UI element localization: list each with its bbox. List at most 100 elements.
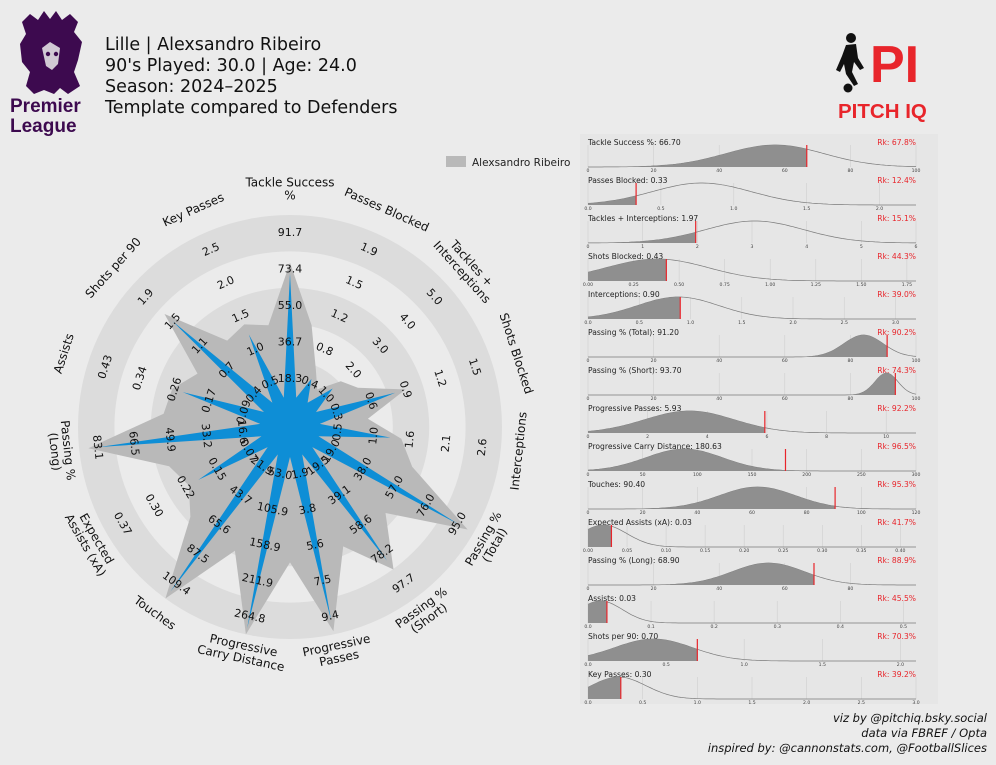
panel-tick-label: 10 [883, 434, 889, 440]
distribution-panel: Touches: 90.40 Rk: 95.3% 0 20 40 60 80 100 120 [587, 480, 921, 516]
panel-rank: Rk: 39.0% [877, 290, 916, 299]
density-fill [588, 563, 814, 585]
density-fill [588, 487, 836, 509]
radar-tick-label: 73.4 [278, 263, 303, 276]
panel-tick-label: 0.05 [622, 548, 632, 554]
panel-tick-label: 0.5 [900, 624, 907, 630]
panel-rank: Rk: 92.2% [877, 404, 916, 413]
panel-title: Shots Blocked: 0.43 [588, 252, 663, 261]
header-template: Template compared to Defenders [105, 98, 398, 118]
panel-tick-label: 0.10 [661, 548, 671, 554]
distribution-panel: Key Passes: 0.30 Rk: 39.2% 0.0 0.5 1.0 1.5 2.0… [584, 670, 919, 704]
panel-tick-label: 100 [912, 168, 921, 174]
brand-mark: PI [870, 36, 919, 94]
panel-tick-label: 0.20 [739, 548, 749, 554]
panel-tick-label: 2.5 [858, 700, 865, 704]
panel-tick-label: 8 [825, 434, 828, 440]
panel-tick-label: 0 [587, 434, 590, 440]
panel-rank: Rk: 15.1% [877, 214, 916, 223]
panel-tick-label: 1.5 [819, 662, 826, 668]
panel-title: Touches: 90.40 [587, 480, 645, 489]
league-wordmark-line2: League [10, 116, 77, 136]
density-curve [588, 220, 916, 244]
density-curve [587, 524, 916, 548]
panel-tick-label: 0.40 [895, 548, 905, 554]
panel-tick-label: 0.2 [710, 624, 717, 630]
radar-tick-label: 18.3 [278, 372, 303, 385]
radar-tick-label: 1.5 [344, 273, 365, 292]
legend-label: Alexsandro Ribeiro [472, 157, 570, 169]
panel-tick-label: 80 [847, 168, 853, 174]
panel-tick-label: 5 [860, 244, 863, 250]
radar-chart: 18.336.755.073.491.70.40.81.21.51.91.02.… [46, 156, 570, 674]
panel-tick-label: 0 [587, 472, 590, 478]
panel-tick-label: 1.5 [748, 700, 755, 704]
panel-tick-label: 0.5 [662, 662, 669, 668]
panel-tick-label: 40 [694, 510, 700, 516]
panel-title: Shots per 90: 0.70 [588, 632, 658, 641]
radar-tick-label: 264.8 [233, 606, 267, 625]
panel-title: Passing % (Long): 68.90 [588, 556, 680, 565]
panel-title: Passing % (Total): 91.20 [588, 328, 679, 337]
radar-tick-label: 9.4 [320, 608, 340, 624]
panel-tick-label: 2.0 [803, 700, 810, 704]
panel-tick-label: 20 [651, 358, 657, 364]
radar-tick-label: 7.5 [313, 572, 333, 588]
panel-tick-label: 0.0 [584, 624, 591, 630]
radar-tick-label: 1.0 [245, 340, 266, 359]
panel-tick-label: 0 [587, 244, 590, 250]
panel-tick-label: 0.0 [584, 206, 591, 212]
panel-tick-label: 100 [693, 472, 702, 478]
panel-tick-label: 1.75 [902, 282, 912, 288]
panel-tick-label: 60 [782, 586, 788, 592]
distribution-panel: Progressive Carry Distance: 180.63 Rk: 96… [587, 442, 921, 478]
distribution-panel: Interceptions: 0.90 Rk: 39.0% 0.0 0.5 1.0 1.5… [584, 290, 916, 326]
panel-rank: Rk: 67.8% [877, 138, 916, 147]
distribution-panel: Passing % (Total): 91.20 Rk: 90.2% 0 20 40 60… [587, 328, 921, 364]
panel-tick-label: 6 [915, 244, 918, 250]
panel-tick-label: 0 [587, 510, 590, 516]
radar-tick-label: 2.1 [439, 434, 454, 453]
radar-axis-label: Shots Blocked [497, 311, 536, 396]
panel-tick-label: 1.25 [811, 282, 821, 288]
radar-tick-label: 0.5 [330, 423, 345, 442]
panel-tick-label: 0.0 [584, 662, 591, 668]
radar-tick-label: 2.0 [215, 273, 236, 292]
panel-tick-label: 300 [912, 472, 921, 478]
radar-axis-label: Interceptions [508, 411, 530, 491]
panel-tick-label: 150 [748, 472, 757, 478]
panel-tick-label: 20 [640, 510, 646, 516]
radar-tick-label: 1.2 [431, 368, 449, 389]
radar-axis-label: Tackle Success% [244, 176, 334, 203]
density-fill [588, 449, 786, 471]
density-curve [587, 600, 916, 624]
panel-rank: Rk: 96.5% [877, 442, 916, 451]
header: Lille | Alexsandro Ribeiro 90's Played: … [105, 35, 397, 119]
pitch-iq-logo: PI PITCH IQ [836, 33, 927, 123]
header-team-player: Lille | Alexsandro Ribeiro [105, 35, 322, 55]
distribution-panel: Assists: 0.03 Rk: 45.5% 0.0 0.1 0.2 0.3 0.4 0.5 [584, 594, 916, 630]
radar-tick-label: 49.9 [162, 427, 177, 453]
panel-title: Progressive Passes: 5.93 [588, 404, 682, 413]
radar-axis-label: Assists [51, 332, 77, 376]
radar-tick-label: 83.1 [90, 434, 105, 460]
distribution-panel: Expected Assists (xA): 0.03 Rk: 41.7% 0.00… [583, 518, 916, 554]
panel-title: Tackles + Interceptions: 1.97 [587, 214, 698, 223]
panel-rank: Rk: 90.2% [877, 328, 916, 337]
panel-rank: Rk: 45.5% [877, 594, 916, 603]
panel-tick-label: 1.0 [730, 206, 737, 212]
premier-league-logo: Premier League [10, 11, 82, 136]
brand-name: PITCH IQ [838, 100, 927, 123]
panel-rank: Rk: 44.3% [877, 252, 916, 261]
panel-tick-label: 100 [912, 396, 921, 402]
radar-player-layer [99, 273, 459, 629]
panel-tick-label: 40 [716, 168, 722, 174]
panel-tick-label: 40 [716, 358, 722, 364]
panel-rank: Rk: 88.9% [877, 556, 916, 565]
panel-tick-label: 40 [716, 586, 722, 592]
panel-tick-label: 1.00 [765, 282, 775, 288]
panel-tick-label: 0 [587, 358, 590, 364]
panel-tick-label: 50 [640, 472, 646, 478]
panel-tick-label: 3 [751, 244, 754, 250]
radar-tick-label: 91.7 [278, 226, 303, 239]
